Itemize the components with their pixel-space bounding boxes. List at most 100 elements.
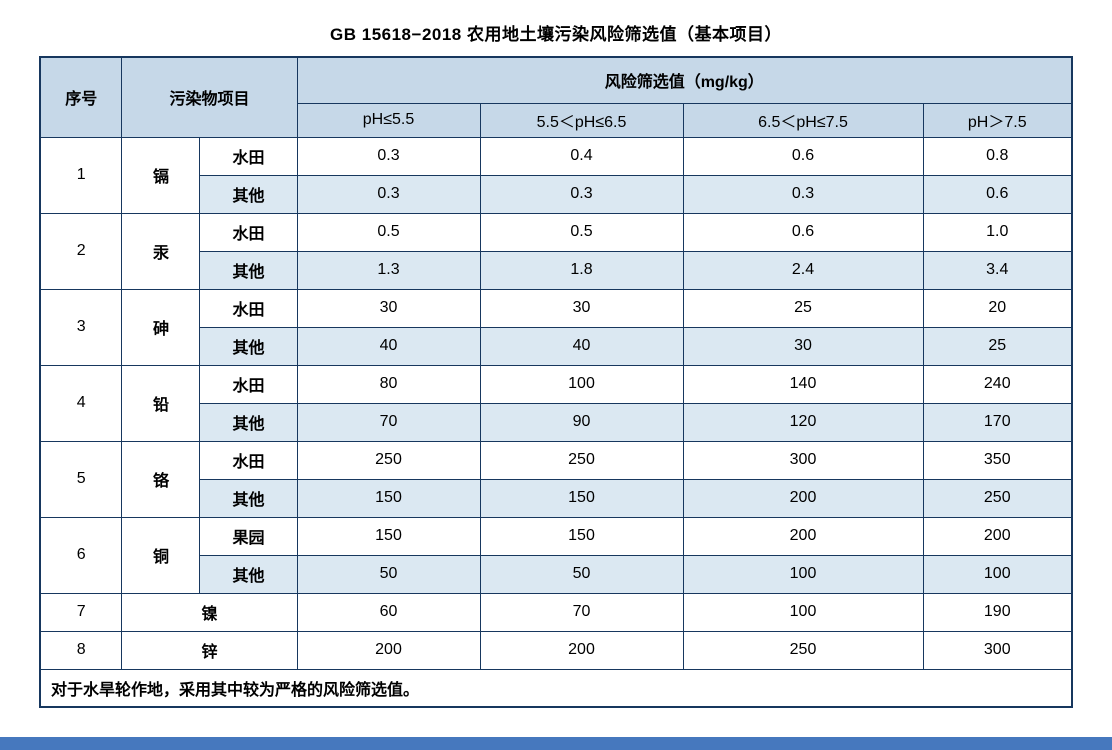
cell-landtype: 水田: [199, 212, 298, 252]
cell-index: 3: [39, 288, 123, 366]
cell-index: 2: [39, 212, 123, 290]
cell-value: 200: [296, 630, 481, 670]
cell-value: 0.6: [682, 136, 924, 176]
table-row: 6 铜 果园 150 150 200 200: [39, 516, 1073, 594]
cell-landtype: 其他: [199, 402, 298, 442]
cell-value: 150: [296, 478, 481, 518]
cell-pollutant: 铅: [121, 364, 201, 442]
table-row: 其他 50 50 100 100: [40, 554, 1073, 594]
cell-value: 30: [479, 288, 684, 328]
footnote-row: 对于水旱轮作地，采用其中较为严格的风险筛选值。: [39, 668, 1073, 708]
cell-landtype: 其他: [199, 326, 298, 366]
cell-landtype: 水田: [199, 364, 298, 404]
table-row: 3 砷 水田 30 30 25 20: [39, 288, 1073, 366]
cell-pollutant: 铜: [121, 516, 201, 594]
header-ph-3: 6.5＜pH≤7.5: [682, 102, 924, 138]
cell-landtype: 其他: [199, 554, 298, 594]
cell-value: 60: [296, 592, 481, 632]
cell-value: 300: [682, 440, 924, 480]
cell-value: 100: [682, 554, 924, 594]
table-title: GB 15618−2018 农用地土壤污染风险筛选值（基本项目）: [330, 25, 782, 44]
cell-value: 250: [479, 440, 684, 480]
cell-value: 25: [682, 288, 924, 328]
cell-value: 1.8: [479, 250, 684, 290]
cell-value: 200: [922, 516, 1073, 556]
screening-values-table: 序号 污染物项目 风险筛选值（mg/kg） pH≤5.5 5.5＜pH≤6.5 …: [38, 56, 1073, 708]
cell-pollutant: 铬: [121, 440, 201, 518]
cell-pollutant: 镍: [121, 592, 298, 632]
table-row: 5 铬 水田 250 250 300 350: [39, 440, 1073, 518]
cell-value: 0.8: [922, 136, 1073, 176]
cell-index: 5: [39, 440, 123, 518]
table-row: 其他 70 90 120 170: [40, 402, 1073, 442]
cell-value: 0.3: [682, 174, 924, 214]
cell-value: 50: [479, 554, 684, 594]
cell-value: 2.4: [682, 250, 924, 290]
header-ph-4: pH＞7.5: [922, 102, 1073, 138]
cell-landtype: 水田: [199, 288, 298, 328]
cell-value: 30: [296, 288, 481, 328]
cell-pollutant: 镉: [121, 136, 201, 214]
cell-landtype: 其他: [199, 174, 298, 214]
cell-value: 0.5: [296, 212, 481, 252]
cell-value: 140: [682, 364, 924, 404]
cell-value: 200: [479, 630, 684, 670]
table-row: 其他 150 150 200 250: [40, 478, 1073, 518]
cell-value: 0.4: [479, 136, 684, 176]
cell-value: 1.0: [922, 212, 1073, 252]
table-row: 其他 40 40 30 25: [40, 326, 1073, 366]
cell-value: 40: [296, 326, 481, 366]
cell-value: 30: [682, 326, 924, 366]
cell-value: 0.3: [479, 174, 684, 214]
cell-value: 50: [296, 554, 481, 594]
header-ph-1: pH≤5.5: [296, 102, 481, 138]
cell-value: 350: [922, 440, 1073, 480]
cell-value: 100: [922, 554, 1073, 594]
bottom-blue-bar: [0, 737, 1112, 750]
cell-pollutant: 汞: [121, 212, 201, 290]
cell-value: 20: [922, 288, 1073, 328]
cell-value: 240: [922, 364, 1073, 404]
cell-index: 8: [39, 630, 123, 670]
header-values-group: 风险筛选值（mg/kg）: [296, 56, 1073, 104]
cell-value: 70: [479, 592, 684, 632]
cell-landtype: 果园: [199, 516, 298, 556]
cell-value: 100: [682, 592, 924, 632]
cell-value: 0.6: [922, 174, 1073, 214]
cell-value: 0.3: [296, 174, 481, 214]
table-row: 其他 0.3 0.3 0.3 0.6: [40, 174, 1073, 214]
header-pollutant: 污染物项目: [121, 56, 298, 138]
cell-pollutant: 砷: [121, 288, 201, 366]
header-row-1: 序号 污染物项目 风险筛选值（mg/kg）: [39, 56, 1073, 138]
cell-value: 3.4: [922, 250, 1073, 290]
cell-value: 80: [296, 364, 481, 404]
cell-value: 1.3: [296, 250, 481, 290]
cell-value: 40: [479, 326, 684, 366]
cell-value: 250: [922, 478, 1073, 518]
cell-value: 0.5: [479, 212, 684, 252]
cell-pollutant: 锌: [121, 630, 298, 670]
header-index: 序号: [39, 56, 123, 138]
cell-value: 150: [479, 516, 684, 556]
cell-value: 150: [479, 478, 684, 518]
cell-index: 4: [39, 364, 123, 442]
cell-value: 25: [922, 326, 1073, 366]
table-row: 4 铅 水田 80 100 140 240: [39, 364, 1073, 442]
cell-value: 170: [922, 402, 1073, 442]
cell-value: 250: [682, 630, 924, 670]
table-row: 1 镉 水田 0.3 0.4 0.6 0.8: [39, 136, 1073, 214]
cell-landtype: 其他: [199, 478, 298, 518]
table-row: 2 汞 水田 0.5 0.5 0.6 1.0: [39, 212, 1073, 290]
cell-value: 200: [682, 478, 924, 518]
cell-landtype: 其他: [199, 250, 298, 290]
table-row: 8 锌 200 200 250 300: [39, 630, 1073, 670]
cell-value: 120: [682, 402, 924, 442]
table-row: 其他 1.3 1.8 2.4 3.4: [40, 250, 1073, 290]
header-ph-2: 5.5＜pH≤6.5: [479, 102, 684, 138]
cell-value: 0.6: [682, 212, 924, 252]
cell-landtype: 水田: [199, 136, 298, 176]
cell-value: 300: [922, 630, 1073, 670]
header-row-2: pH≤5.5 5.5＜pH≤6.5 6.5＜pH≤7.5 pH＞7.5: [40, 102, 1073, 138]
cell-index: 6: [39, 516, 123, 594]
footnote-text: 对于水旱轮作地，采用其中较为严格的风险筛选值。: [39, 668, 1073, 708]
